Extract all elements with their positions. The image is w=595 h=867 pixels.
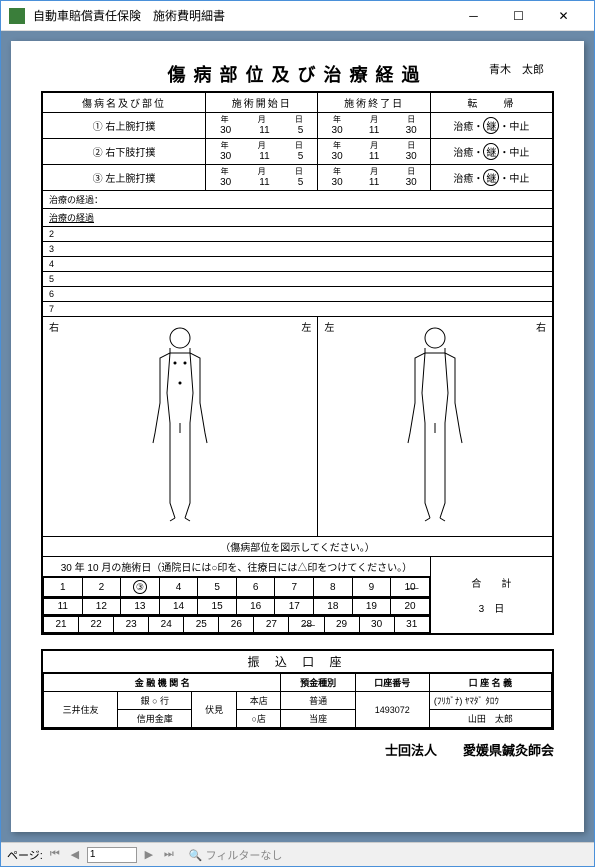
window-title: 自動車賠償責任保険 施術費明細書 xyxy=(33,7,451,24)
header-injury: 傷病名及び部位 xyxy=(42,92,206,113)
body-back: 左 右 xyxy=(318,317,553,537)
injury-row: ① 右上腕打撲 年月日30115 年月日301130 治癒・継・中止 xyxy=(42,113,553,139)
diagram-caption: （傷病部位を図示してください。） xyxy=(42,537,553,557)
calendar-header: 30 年 10 月の施術日（通院日には○印を、往療日には△印をつけてください。） xyxy=(42,557,430,577)
page-label: ページ: xyxy=(7,847,43,863)
header-outcome: 転 帰 xyxy=(430,92,553,113)
titlebar: 自動車賠償責任保険 施術費明細書 ─ ☐ ✕ xyxy=(1,1,594,31)
app-icon xyxy=(9,8,25,24)
nav-prev-icon[interactable]: ◀ xyxy=(67,848,83,861)
filter-label: 🔍 フィルターなし xyxy=(189,847,283,863)
body-back-svg xyxy=(390,323,480,523)
page-number-input[interactable] xyxy=(87,847,137,863)
document-title: 傷病部位及び治療経過 xyxy=(41,61,554,87)
calendar-total: 合 計 3 日 xyxy=(430,557,553,635)
bank-title: 振 込 口 座 xyxy=(43,651,552,673)
close-button[interactable]: ✕ xyxy=(541,2,586,30)
injury-row: ③ 左上腕打撲 年月日30115 年月日301130 治癒・継・中止 xyxy=(42,165,553,191)
app-window: 自動車賠償責任保険 施術費明細書 ─ ☐ ✕ 青木 太郎 傷病部位及び治療経過 … xyxy=(0,0,595,867)
injury-table: 傷病名及び部位 施術開始日 施術終了日 転 帰 ① 右上腕打撲 年月日30115… xyxy=(41,91,554,635)
calendar-row-3: 2122 2324 2526 272̶8̶ 2930 31 xyxy=(43,616,430,633)
document-page: 青木 太郎 傷病部位及び治療経過 傷病名及び部位 施術開始日 施術終了日 転 帰… xyxy=(11,41,584,832)
header-start: 施術開始日 xyxy=(206,92,318,113)
body-front: 右 左 xyxy=(42,317,318,537)
injury-row: ② 右下肢打撲 年月日30115 年月日301130 治癒・継・中止 xyxy=(42,139,553,165)
body-front-svg xyxy=(135,323,225,523)
nav-first-icon[interactable]: ⏮ xyxy=(47,848,63,861)
nav-last-icon[interactable]: ⏭ xyxy=(161,848,177,861)
progress-label: 治療の経過： xyxy=(42,191,553,209)
content-area: 青木 太郎 傷病部位及び治療経過 傷病名及び部位 施術開始日 施術終了日 転 帰… xyxy=(1,31,594,842)
bank-section: 振 込 口 座 金 融 機 関 名 預金種別 口座番号 口 座 名 義 三井住友… xyxy=(41,649,554,730)
patient-name: 青木 太郎 xyxy=(489,61,544,77)
minimize-button[interactable]: ─ xyxy=(451,2,496,30)
organization-name: 士回法人 愛媛県鍼灸師会 xyxy=(41,740,554,759)
calendar-row-2: 1112 1314 1516 1718 1920 xyxy=(43,598,430,615)
header-end: 施術終了日 xyxy=(318,92,430,113)
statusbar: ページ: ⏮ ◀ ▶ ⏭ 🔍 フィルターなし xyxy=(1,842,594,866)
calendar-row-1: 12 ③ 45 67 89 1̶0̶ xyxy=(43,577,430,597)
nav-next-icon[interactable]: ▶ xyxy=(141,848,157,861)
maximize-button[interactable]: ☐ xyxy=(496,2,541,30)
